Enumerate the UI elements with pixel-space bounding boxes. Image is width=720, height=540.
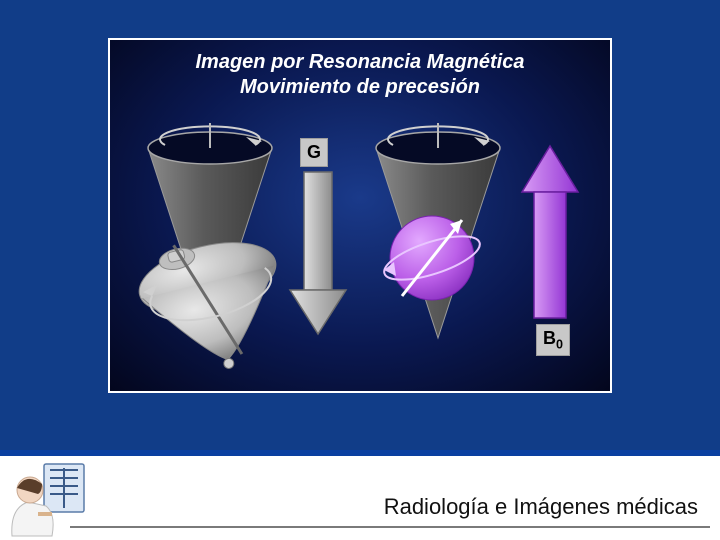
diagram-frame: Imagen por Resonancia Magnética Movimien… (108, 38, 612, 393)
magnetic-field-label-text: B (543, 328, 556, 348)
footer-stripe (0, 450, 720, 456)
magnetic-field-arrow-icon (522, 146, 578, 318)
gravity-label: G (300, 138, 328, 167)
gravity-label-text: G (307, 142, 321, 162)
gravity-arrow-icon (290, 172, 346, 334)
footer-rule (70, 526, 710, 528)
spinning-top-icon (130, 222, 298, 385)
footer: Radiología e Imágenes médicas (0, 450, 720, 540)
footer-text: Radiología e Imágenes médicas (384, 494, 698, 520)
magnetic-field-label: B0 (536, 324, 570, 356)
diagram-title: Imagen por Resonancia Magnética Movimien… (110, 40, 610, 100)
title-line-2: Movimiento de precesión (110, 75, 610, 100)
title-line-1: Imagen por Resonancia Magnética (110, 50, 610, 75)
magnetic-field-label-sub: 0 (556, 338, 563, 352)
diagram-area: G B0 (110, 120, 610, 390)
slide-background: Imagen por Resonancia Magnética Movimien… (0, 0, 720, 450)
